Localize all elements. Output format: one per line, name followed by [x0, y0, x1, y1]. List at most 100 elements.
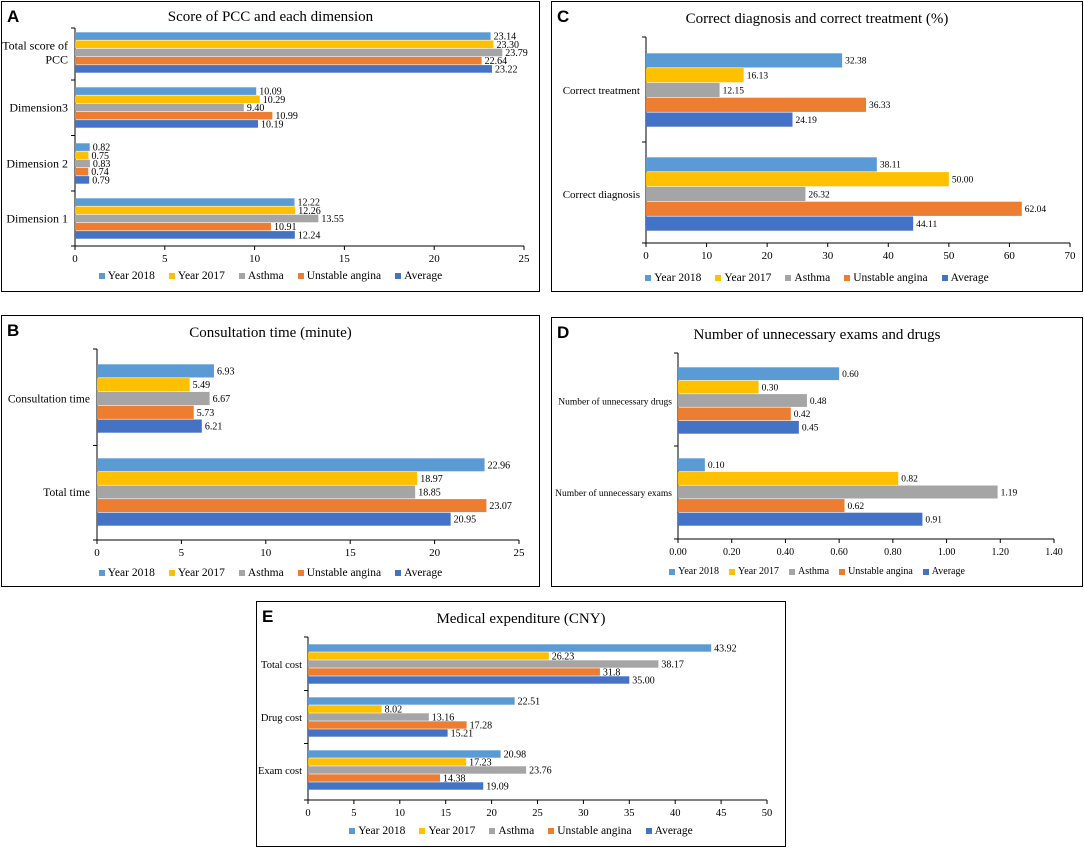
bar — [97, 499, 487, 513]
data-label: 0.91 — [925, 516, 942, 526]
legend-item: Asthma — [785, 272, 830, 284]
data-label: 20.98 — [504, 750, 527, 761]
x-tick-label: 0.00 — [669, 547, 687, 558]
bar — [308, 652, 549, 660]
data-label: 18.85 — [418, 488, 441, 499]
data-label: 20.95 — [454, 515, 477, 526]
legend-label: Unstable angina — [853, 272, 928, 284]
legend-label: Unstable angina — [848, 566, 913, 577]
legend-item: Asthma — [489, 825, 534, 837]
legend-swatch — [98, 570, 105, 576]
bar — [308, 721, 467, 729]
legend-swatch — [645, 828, 652, 834]
x-tick-label: 50 — [943, 250, 955, 262]
data-label: 14.38 — [443, 774, 466, 785]
legend-item: Average — [922, 566, 965, 577]
data-label: 0.42 — [794, 410, 811, 420]
data-label: 36.33 — [869, 101, 891, 111]
legend-label: Year 2017 — [177, 270, 225, 282]
bar — [75, 56, 482, 65]
chart-legend: Year 2018 Year 2017 Asthma Unstable angi… — [257, 825, 785, 837]
legend-swatch — [297, 273, 304, 279]
bar — [308, 782, 484, 790]
legend-item: Year 2017 — [168, 270, 225, 282]
legend-label: Average — [404, 567, 443, 579]
bar — [308, 697, 515, 705]
bar — [678, 367, 840, 381]
x-tick-label: 40 — [883, 250, 895, 262]
data-label: 26.23 — [552, 652, 575, 663]
bar — [678, 380, 759, 394]
legend-label: Asthma — [498, 825, 535, 837]
x-tick-label: 10 — [260, 547, 272, 559]
bar — [75, 103, 244, 112]
legend-swatch — [98, 273, 105, 279]
bar — [97, 485, 416, 499]
panel-label: E — [262, 607, 274, 626]
legend-label: Average — [931, 566, 965, 577]
data-label: 23.30 — [496, 40, 519, 51]
data-label: 6.93 — [217, 366, 235, 377]
x-tick-label: 20 — [429, 547, 441, 559]
legend-label: Year 2017 — [724, 272, 772, 284]
legend-label: Unstable angina — [557, 825, 632, 837]
legend-item: Year 2017 — [729, 566, 779, 577]
data-label: 22.96 — [488, 460, 511, 471]
legend-item: Year 2018 — [98, 270, 155, 282]
category-label: Correct treatment — [563, 85, 640, 97]
x-tick-label: 60 — [1004, 250, 1016, 262]
x-tick-label: 50 — [762, 808, 773, 819]
legend-swatch — [839, 568, 846, 575]
bar — [75, 222, 271, 231]
x-tick-label: 10 — [395, 808, 406, 819]
x-tick-label: 1.00 — [938, 547, 956, 558]
data-label: 8.02 — [385, 705, 403, 716]
x-tick-label: 5 — [351, 808, 356, 819]
data-label: 10.29 — [263, 95, 286, 106]
bar — [97, 391, 210, 406]
x-tick-label: 20 — [486, 808, 497, 819]
bar — [75, 143, 90, 151]
chart-title: Score of PCC and each dimension — [167, 9, 374, 25]
data-label: 22.51 — [518, 697, 541, 708]
bar — [678, 407, 791, 421]
data-label: 10.91 — [274, 222, 297, 233]
x-tick-label: 30 — [822, 250, 834, 262]
legend-label: Average — [950, 272, 989, 284]
data-label: 0.79 — [92, 175, 110, 186]
legend-label: Year 2018 — [107, 567, 155, 579]
legend-item: Average — [941, 272, 989, 284]
category-label: Total score of — [2, 39, 68, 53]
chart-legend: Year 2018 Year 2017 Asthma Unstable angi… — [552, 566, 1082, 577]
bar — [75, 32, 491, 40]
legend-item: Asthma — [238, 270, 284, 282]
data-label: 16.13 — [747, 72, 769, 82]
category-label: Dimension 1 — [6, 212, 68, 226]
panel-label: C — [557, 7, 570, 26]
category-label: Total cost — [261, 660, 302, 671]
legend-item: Year 2017 — [168, 567, 225, 579]
data-label: 0.62 — [848, 502, 865, 512]
bar — [75, 159, 90, 168]
data-label: 22.64 — [485, 56, 508, 67]
legend-item: Unstable angina — [839, 566, 913, 577]
data-label: 0.45 — [802, 424, 819, 434]
legend-item: Average — [395, 270, 442, 282]
legend-item: Year 2017 — [419, 825, 475, 837]
data-label: 13.16 — [432, 713, 455, 724]
data-label: 23.79 — [505, 48, 528, 59]
legend-swatch — [168, 273, 175, 279]
bar — [75, 206, 296, 215]
bar — [646, 186, 806, 202]
bar — [646, 112, 793, 127]
x-tick-label: 20 — [429, 253, 441, 265]
bar — [678, 485, 998, 499]
data-label: 6.21 — [205, 422, 223, 433]
legend-swatch — [669, 568, 676, 575]
x-tick-label: 25 — [514, 547, 526, 559]
data-label: 0.30 — [762, 383, 779, 393]
legend-item: Average — [645, 825, 693, 837]
panel-d: D Number of unnecessary exams and drugs … — [551, 317, 1083, 587]
data-label: 23.14 — [494, 32, 516, 43]
